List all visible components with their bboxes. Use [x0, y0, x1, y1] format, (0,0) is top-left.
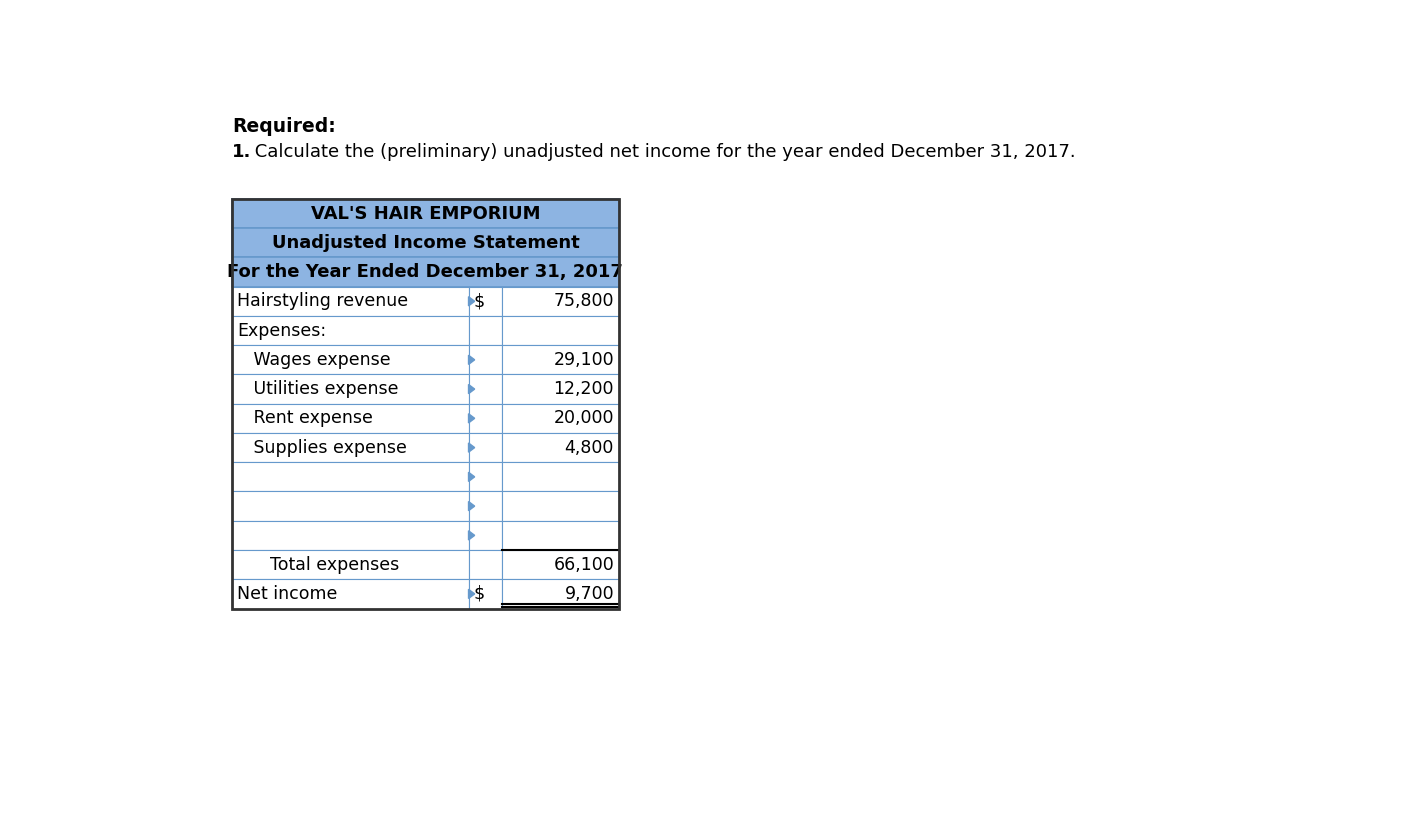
Bar — [468, 404, 502, 433]
Bar — [502, 550, 619, 579]
Bar — [468, 433, 502, 462]
Bar — [468, 521, 502, 550]
Polygon shape — [468, 414, 475, 423]
Bar — [502, 462, 619, 492]
Bar — [233, 345, 468, 375]
Text: 66,100: 66,100 — [553, 556, 615, 573]
Bar — [233, 199, 619, 609]
Bar — [468, 492, 502, 521]
Polygon shape — [468, 502, 475, 511]
Bar — [502, 404, 619, 433]
Bar — [468, 316, 502, 345]
Text: Hairstyling revenue: Hairstyling revenue — [237, 293, 407, 310]
Polygon shape — [468, 355, 475, 364]
Text: 1.: 1. — [233, 143, 251, 161]
Bar — [233, 199, 619, 228]
Bar — [468, 345, 502, 375]
Text: VAL'S HAIR EMPORIUM: VAL'S HAIR EMPORIUM — [310, 205, 540, 222]
Bar — [468, 375, 502, 404]
Text: 75,800: 75,800 — [554, 293, 615, 310]
Polygon shape — [468, 531, 475, 540]
Bar — [233, 375, 468, 404]
Bar — [233, 579, 468, 609]
Bar — [233, 492, 468, 521]
Bar — [502, 433, 619, 462]
Bar — [468, 462, 502, 492]
Bar — [502, 521, 619, 550]
Bar — [233, 228, 619, 257]
Text: Required:: Required: — [233, 117, 336, 136]
Text: Rent expense: Rent expense — [237, 410, 372, 427]
Text: $: $ — [474, 293, 485, 310]
Bar — [468, 550, 502, 579]
Polygon shape — [468, 443, 475, 452]
Bar — [233, 257, 619, 287]
Text: $: $ — [474, 585, 485, 603]
Polygon shape — [468, 297, 475, 306]
Text: Calculate the (preliminary) unadjusted net income for the year ended December 31: Calculate the (preliminary) unadjusted n… — [250, 143, 1076, 161]
Bar — [468, 287, 502, 316]
Text: For the Year Ended December 31, 2017: For the Year Ended December 31, 2017 — [227, 263, 623, 281]
Bar — [233, 462, 468, 492]
Text: Utilities expense: Utilities expense — [237, 380, 398, 398]
Polygon shape — [468, 589, 475, 599]
Polygon shape — [468, 385, 475, 394]
Bar — [233, 316, 468, 345]
Polygon shape — [468, 472, 475, 482]
Bar — [233, 287, 468, 316]
Bar — [468, 579, 502, 609]
Bar — [502, 316, 619, 345]
Bar — [233, 521, 468, 550]
Text: Unadjusted Income Statement: Unadjusted Income Statement — [272, 234, 580, 252]
Bar — [233, 550, 468, 579]
Text: 29,100: 29,100 — [554, 351, 615, 369]
Text: 12,200: 12,200 — [554, 380, 615, 398]
Text: Net income: Net income — [237, 585, 337, 603]
Bar — [502, 287, 619, 316]
Text: 9,700: 9,700 — [564, 585, 615, 603]
Bar — [502, 345, 619, 375]
Bar — [502, 375, 619, 404]
Bar — [233, 433, 468, 462]
Bar — [502, 579, 619, 609]
Bar — [502, 492, 619, 521]
Text: Total expenses: Total expenses — [237, 556, 399, 573]
Text: Expenses:: Expenses: — [237, 322, 326, 339]
Text: 20,000: 20,000 — [554, 410, 615, 427]
Text: Supplies expense: Supplies expense — [237, 439, 406, 456]
Bar — [233, 404, 468, 433]
Text: 4,800: 4,800 — [564, 439, 615, 456]
Text: Wages expense: Wages expense — [237, 351, 391, 369]
